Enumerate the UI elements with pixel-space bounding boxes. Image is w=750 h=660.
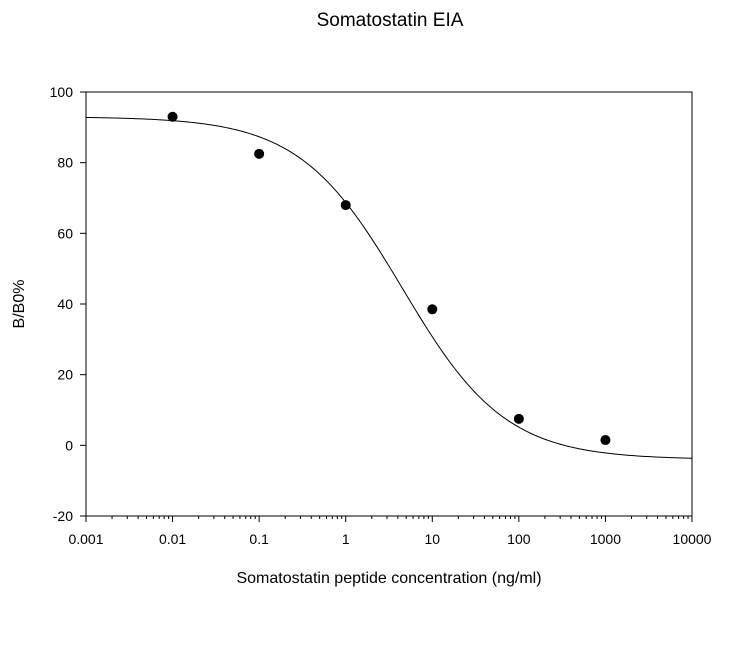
x-axis-label: Somatostatin peptide concentration (ng/m…: [236, 570, 541, 587]
y-axis-label: B/B0%: [11, 280, 28, 329]
fit-curve: [85, 116, 693, 459]
y-tick-label: 100: [50, 84, 74, 100]
x-tick-label: 100: [507, 531, 531, 547]
y-axis: -20 0 20 40 60 80 100: [50, 84, 86, 524]
y-tick-label: 60: [57, 225, 73, 241]
x-tick-label: 10: [424, 531, 440, 547]
y-tick-label: 0: [65, 437, 73, 453]
data-point: [167, 111, 178, 122]
data-point: [340, 200, 351, 211]
x-tick-label: 0.001: [68, 531, 103, 547]
y-tick-label: 20: [57, 367, 73, 383]
data-point: [600, 435, 611, 446]
data-points: [167, 111, 611, 446]
x-tick-label: 1000: [590, 531, 621, 547]
data-point: [254, 148, 265, 159]
x-axis: 0.001 0.01 0.1 1 10 100 1000 10000: [68, 516, 712, 547]
data-point: [513, 413, 524, 424]
y-tick-label: -20: [53, 508, 73, 524]
x-tick-label: 1: [342, 531, 350, 547]
x-tick-label: 0.01: [159, 531, 186, 547]
chart-title: Somatostatin EIA: [317, 10, 464, 31]
y-tick-label: 40: [57, 296, 73, 312]
data-point: [427, 304, 438, 315]
y-tick-label: 80: [57, 155, 73, 171]
x-tick-label: 10000: [673, 531, 712, 547]
x-tick-label: 0.1: [249, 531, 269, 547]
